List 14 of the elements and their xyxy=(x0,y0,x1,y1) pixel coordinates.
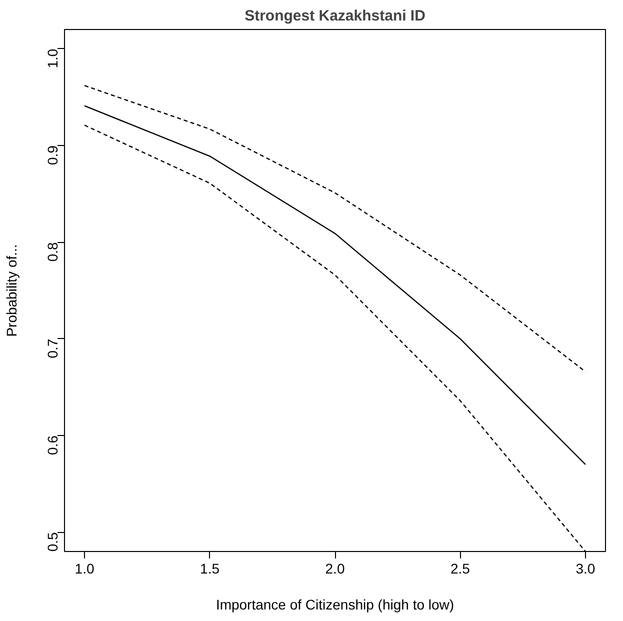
x-tick-label: 3.0 xyxy=(576,560,596,576)
x-tick-label: 1.5 xyxy=(200,560,220,576)
y-axis-title: Probability of... xyxy=(4,244,20,337)
x-tick-label: 2.0 xyxy=(325,560,345,576)
y-tick-label: 0.8 xyxy=(44,242,60,262)
x-tick-label: 1.0 xyxy=(74,560,94,576)
y-tick-label: 0.9 xyxy=(44,145,60,165)
y-tick-label: 0.7 xyxy=(44,338,60,358)
chart-title: Strongest Kazakhstani ID xyxy=(244,8,426,24)
y-tick-label: 1.0 xyxy=(44,48,60,68)
x-axis-title: Importance of Citizenship (high to low) xyxy=(216,596,454,612)
y-tick-label: 0.6 xyxy=(44,435,60,455)
x-tick-label: 2.5 xyxy=(450,560,470,576)
y-tick-label: 0.5 xyxy=(44,532,60,552)
